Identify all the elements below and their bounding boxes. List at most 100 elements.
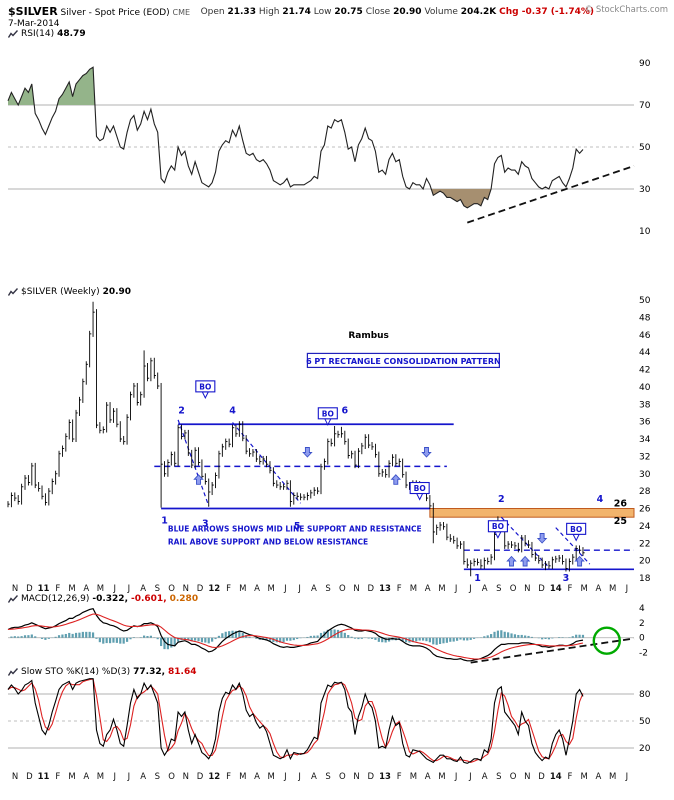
- x-axis-month: N: [183, 584, 189, 594]
- x-axis-month: A: [425, 772, 431, 782]
- x-axis-month: M: [68, 584, 75, 594]
- x-axis-month: F: [226, 772, 231, 782]
- pattern-point-number: 5: [294, 521, 301, 532]
- open-label: Open: [200, 7, 225, 17]
- x-axis-month: M: [268, 584, 275, 594]
- bo-callout-label: BO: [199, 382, 211, 391]
- pattern-point-number: 4: [229, 405, 236, 416]
- bo-callout-label: BO: [414, 484, 426, 493]
- downtrend-dashed-line: [555, 527, 591, 565]
- x-axis-month: O: [339, 772, 346, 782]
- price-ytick: 40: [639, 383, 651, 393]
- macd-signal-line: [7, 613, 584, 660]
- x-axis-month: 12: [208, 772, 220, 782]
- price-ytick: 24: [639, 522, 651, 532]
- low-value: 20.75: [334, 7, 363, 17]
- high-value: 21.74: [282, 7, 311, 17]
- open-value: 21.33: [227, 7, 256, 17]
- x-axis-month: 12: [208, 584, 220, 594]
- rsi-value: 48.79: [57, 29, 86, 39]
- pattern-point-number: 2: [498, 494, 505, 505]
- x-axis-month: J: [468, 584, 472, 594]
- price-ytick: 20: [639, 557, 651, 567]
- x-axis-month: N: [12, 584, 18, 594]
- bo-callout-pointer: [415, 493, 424, 501]
- x-axis-month: 11: [38, 772, 50, 782]
- bo-callout-box: [195, 380, 216, 393]
- quote-summary: Open 21.33 High 21.74 Low 20.75 Close 20…: [201, 7, 594, 17]
- x-axis-month: A: [311, 772, 317, 782]
- resistance-arrow-down: [302, 447, 313, 458]
- x-axis-month: A: [482, 772, 488, 782]
- x-axis-month: A: [254, 772, 260, 782]
- price-ytick: 46: [639, 331, 651, 341]
- rsi-ytick: 30: [639, 185, 651, 195]
- rsi-ytick: 50: [639, 143, 651, 153]
- bo-callout-box: [487, 520, 508, 533]
- x-axis-month: D: [26, 584, 33, 594]
- x-axis-month: O: [339, 584, 346, 594]
- x-axis-month: J: [112, 584, 116, 594]
- pattern-point-number: 1: [161, 516, 168, 527]
- bo-callout-pointer: [572, 533, 580, 542]
- line-chart-icon: [7, 29, 19, 39]
- line-chart-icon: [7, 667, 19, 677]
- bo-callout-pointer: [201, 391, 210, 399]
- close-label: Close: [365, 7, 391, 17]
- macd-label: MACD(12,26,9): [21, 594, 90, 604]
- bo-callout-box: [317, 407, 338, 420]
- price-ytick: 34: [639, 435, 651, 445]
- macd-ytick: 2: [639, 619, 645, 629]
- x-axis-month: F: [226, 584, 231, 594]
- pattern-label-box: [306, 352, 500, 369]
- x-axis-month: J: [468, 772, 472, 782]
- support-arrow-up: [506, 555, 517, 567]
- price-ytick: 22: [639, 539, 650, 549]
- annotation-text: Rambus: [348, 331, 389, 341]
- sto-k-line: [7, 678, 584, 764]
- resistance-arrow-down: [536, 533, 548, 544]
- x-axis-month: D: [197, 584, 204, 594]
- annotation-text: RAIL ABOVE SUPPORT AND BELOW RESISTANCE: [168, 538, 368, 547]
- line-chart-icon: [7, 287, 19, 297]
- resistance-arrow-down: [421, 447, 432, 458]
- volume-label: Volume: [424, 7, 458, 17]
- x-axis-month: N: [353, 584, 359, 594]
- x-axis-month: M: [581, 772, 588, 782]
- pattern-point-number: 1: [474, 573, 481, 584]
- breakout-highlight-circle: [592, 626, 621, 655]
- x-axis-month: M: [239, 772, 246, 782]
- x-axis-month: M: [410, 584, 417, 594]
- rsi-ytick: 90: [639, 59, 651, 69]
- sto-ytick: 80: [639, 690, 651, 700]
- price-ytick: 18: [639, 574, 651, 584]
- rsi-overbought-fill: [57, 67, 95, 105]
- macd-value: -0.322,: [92, 594, 128, 604]
- annotation-text: 25: [614, 516, 627, 527]
- exchange: CME: [172, 8, 191, 17]
- support-arrow-up: [519, 555, 531, 567]
- x-axis-month: S: [155, 584, 160, 594]
- x-axis-month: S: [155, 772, 160, 782]
- x-axis-month: J: [127, 772, 131, 782]
- rsi-overbought-fill: [8, 84, 35, 105]
- price-ytick: 32: [639, 452, 650, 462]
- price-ytick: 48: [639, 313, 651, 323]
- close-value: 20.90: [393, 7, 422, 17]
- x-axis-month: J: [297, 772, 301, 782]
- pattern-point-number: 6: [342, 405, 349, 416]
- x-axis-month: S: [325, 584, 330, 594]
- macd-ytick: -2: [639, 649, 648, 659]
- x-axis-month: M: [239, 584, 246, 594]
- x-axis-month: M: [438, 584, 445, 594]
- sto-ytick: 50: [639, 717, 651, 727]
- x-axis-month: M: [438, 772, 445, 782]
- resistance-band: [429, 508, 635, 518]
- x-axis-month: F: [568, 772, 573, 782]
- change-value: Chg -0.37 (-1.74%): [499, 7, 594, 17]
- x-axis-month: N: [353, 772, 359, 782]
- rsi-oversold-fill: [431, 189, 492, 208]
- price-ytick: 36: [639, 418, 651, 428]
- sto-ytick: 20: [639, 744, 651, 754]
